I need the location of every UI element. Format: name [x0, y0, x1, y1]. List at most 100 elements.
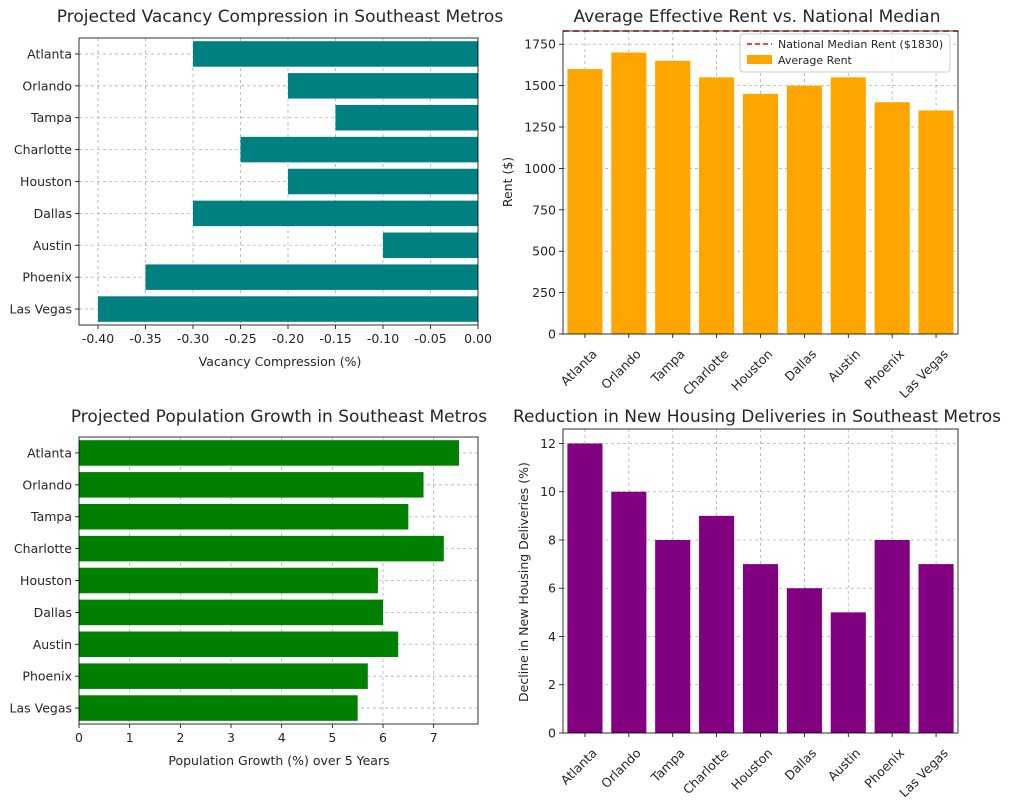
legend-median-label: National Median Rent ($1830)	[778, 38, 943, 51]
bar-dallas	[79, 599, 383, 626]
y-tick-label: 4	[548, 629, 556, 644]
x-tick-label: 5	[328, 730, 336, 745]
legend-average-rent-label: Average Rent	[778, 54, 853, 67]
y-tick-label: 1250	[524, 120, 556, 135]
y-tick-label: Atlanta	[27, 46, 72, 61]
y-tick-label: Dallas	[34, 605, 72, 620]
x-tick-label: Atlanta	[558, 346, 600, 388]
y-tick-label: Dallas	[34, 206, 72, 221]
bar-dallas	[786, 85, 822, 334]
bar-las-vegas	[98, 296, 478, 322]
bar-orlando	[79, 472, 424, 498]
x-tick-label: -0.10	[367, 331, 399, 346]
x-tick-label: Dallas	[782, 745, 820, 783]
bar-dallas	[193, 200, 478, 227]
x-tick-label: -0.25	[224, 331, 256, 346]
y-tick-label: 250	[532, 285, 556, 300]
x-tick-label: Houston	[728, 745, 775, 792]
bar-houston	[742, 564, 779, 733]
y-tick-label: 1750	[524, 37, 556, 52]
x-tick-label: 2	[176, 730, 184, 745]
bar-houston	[742, 93, 779, 334]
y-tick-label: 1500	[524, 78, 556, 93]
y-tick-label: Austin	[33, 238, 72, 253]
bar-orlando	[611, 52, 647, 334]
bar-phoenix	[874, 539, 910, 733]
average-rent-chart: Average Effective Rent vs. National Medi…	[500, 7, 959, 401]
bar-austin	[79, 631, 399, 658]
y-tick-label: Orlando	[22, 78, 72, 93]
bar-austin	[830, 612, 866, 733]
bar-phoenix	[79, 663, 368, 689]
x-tick-label: Tampa	[647, 346, 687, 386]
y-tick-label: Phoenix	[22, 270, 72, 285]
y-tick-label: Atlanta	[27, 445, 72, 460]
y-tick-label: Tampa	[30, 110, 72, 125]
chart-title: Average Effective Rent vs. National Medi…	[574, 7, 941, 27]
bar-dallas	[786, 588, 822, 733]
x-tick-label: 0	[75, 730, 83, 745]
x-tick-label: 7	[430, 730, 438, 745]
y-tick-label: 8	[548, 532, 556, 547]
bar-atlanta	[567, 69, 603, 334]
housing-deliveries-chart: Reduction in New Housing Deliveries in S…	[513, 407, 1001, 800]
x-axis-label: Population Growth (%) over 5 Years	[168, 753, 389, 768]
y-tick-label: Phoenix	[22, 669, 72, 684]
bar-tampa	[655, 60, 691, 334]
bar-atlanta	[79, 440, 459, 466]
y-axis-label: Decline in New Housing Deliveries (%)	[516, 462, 531, 702]
bar-phoenix	[145, 264, 478, 290]
y-tick-label: 6	[548, 581, 556, 596]
legend-average-rent-swatch	[747, 55, 772, 64]
bar-las-vegas	[918, 110, 954, 335]
y-tick-label: Tampa	[30, 509, 72, 524]
bar-atlanta	[193, 41, 478, 67]
bar-charlotte	[240, 136, 478, 163]
population-growth-chart: Projected Population Growth in Southeast…	[10, 407, 488, 768]
y-tick-label: 10	[540, 484, 556, 499]
x-tick-label: Atlanta	[558, 745, 600, 787]
y-tick-label: 500	[532, 244, 556, 259]
bar-charlotte	[699, 77, 735, 334]
x-tick-label: Charlotte	[680, 745, 732, 797]
vacancy-compression-chart: Projected Vacancy Compression in Southea…	[10, 7, 504, 369]
x-tick-label: 4	[278, 730, 286, 745]
x-tick-label: 0.00	[464, 331, 492, 346]
chart-title: Reduction in New Housing Deliveries in S…	[513, 407, 1001, 427]
x-tick-label: -0.15	[319, 331, 351, 346]
bar-atlanta	[567, 443, 603, 733]
chart-title: Projected Vacancy Compression in Southea…	[57, 7, 504, 27]
bar-tampa	[79, 503, 409, 530]
y-tick-label: 12	[540, 436, 556, 451]
bar-houston	[79, 567, 378, 594]
legend-box	[739, 33, 951, 73]
x-tick-label: -0.35	[129, 331, 161, 346]
x-tick-label: -0.30	[177, 331, 209, 346]
y-tick-label: 2	[548, 677, 556, 692]
x-tick-label: -0.40	[82, 331, 114, 346]
x-tick-label: Houston	[728, 346, 775, 393]
x-tick-label: -0.20	[272, 331, 304, 346]
y-tick-label: Austin	[33, 637, 72, 652]
y-tick-label: 0	[548, 726, 556, 741]
chart-title: Projected Population Growth in Southeast…	[71, 407, 487, 427]
x-tick-label: Orlando	[598, 346, 644, 392]
bar-austin	[830, 77, 866, 334]
x-tick-label: 1	[126, 730, 134, 745]
y-tick-label: 0	[548, 327, 556, 342]
y-tick-label: Charlotte	[14, 142, 72, 157]
x-tick-label: -0.05	[414, 331, 446, 346]
bar-austin	[383, 232, 478, 259]
y-axis-label: Rent ($)	[500, 157, 515, 207]
x-tick-label: Austin	[825, 346, 863, 384]
y-tick-label: Orlando	[22, 477, 72, 492]
y-tick-label: 750	[532, 202, 556, 217]
x-tick-label: Charlotte	[680, 346, 732, 398]
bar-charlotte	[79, 535, 444, 562]
bar-tampa	[655, 539, 691, 733]
y-tick-label: Houston	[20, 174, 72, 189]
y-tick-label: 1000	[524, 161, 556, 176]
x-tick-label: 6	[379, 730, 387, 745]
x-tick-label: Dallas	[782, 346, 820, 384]
